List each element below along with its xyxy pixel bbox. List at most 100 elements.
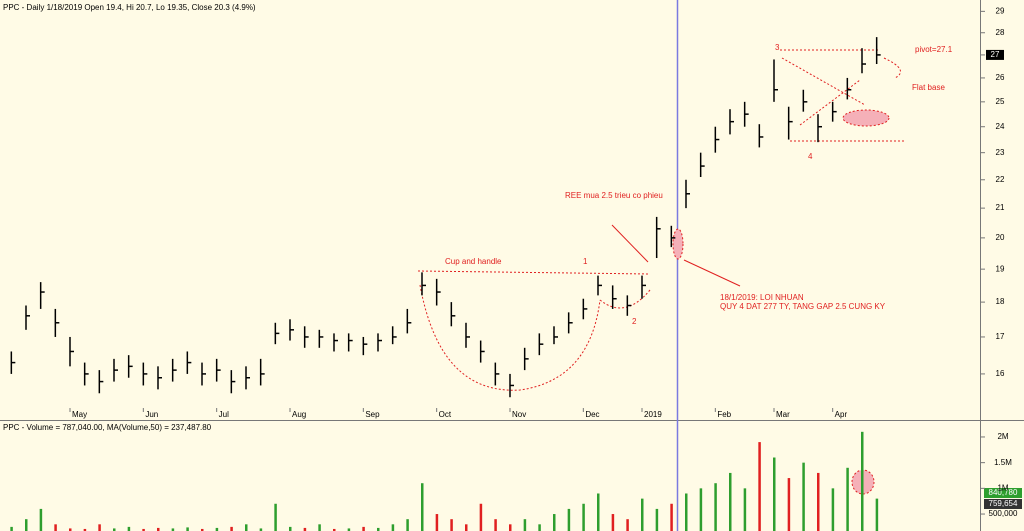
annotation: REE mua 2.5 trieu co phieu xyxy=(565,191,663,200)
x-tick-label: Sep xyxy=(365,410,380,419)
y-tick-label: 17 xyxy=(996,332,1005,341)
volume-bar xyxy=(333,528,336,531)
value-label: 840,780 xyxy=(989,488,1018,497)
volume-bar xyxy=(127,526,131,531)
volume-bar xyxy=(421,483,424,531)
volume-bar xyxy=(729,472,732,531)
volume-bar xyxy=(303,527,307,531)
y-tick-label: 22 xyxy=(996,175,1005,184)
y-tick-label: 23 xyxy=(996,148,1005,157)
y-tick-label: 1M xyxy=(997,483,1008,492)
volume-bar xyxy=(201,528,204,531)
x-tick-label: Feb xyxy=(717,410,731,419)
x-tick-label: Aug xyxy=(292,410,306,419)
volume-bar xyxy=(523,519,527,531)
volume-bar xyxy=(787,478,791,531)
volume-bar xyxy=(318,524,321,531)
annotation: 2 xyxy=(632,317,637,326)
volume-bar xyxy=(670,503,673,531)
volume-bar xyxy=(538,524,541,531)
x-tick-label: Jul xyxy=(219,410,229,419)
volume-bar xyxy=(83,528,87,531)
volume-bar xyxy=(245,524,248,531)
volume-bar xyxy=(406,519,409,531)
y-tick-label: 1.5M xyxy=(994,458,1012,467)
y-tick-label: 25 xyxy=(996,97,1005,106)
x-tick-label: 2019 xyxy=(644,410,662,419)
volume-bar xyxy=(655,508,659,531)
volume-bar xyxy=(10,526,13,531)
value-box xyxy=(984,488,1022,498)
last-price-box xyxy=(986,49,1004,60)
volume-bar xyxy=(171,528,175,531)
annotation: Cup and handle xyxy=(445,257,502,266)
volume-bar xyxy=(362,526,365,531)
volume-bar xyxy=(685,493,688,531)
volume-bar xyxy=(25,519,28,531)
annotation: 3 xyxy=(775,43,780,52)
volume-bar xyxy=(714,483,717,531)
volume-bar xyxy=(54,524,57,531)
y-tick-label: 28 xyxy=(996,28,1005,37)
volume-bar xyxy=(98,524,101,531)
volume-bar xyxy=(817,472,820,531)
annotation: 4 xyxy=(808,152,813,161)
annotation: Flat base xyxy=(912,83,945,92)
volume-bar xyxy=(582,503,585,531)
volume-title: PPC - Volume = 787,040.00, MA(Volume,50)… xyxy=(3,423,212,432)
annotation: pivot=27.1 xyxy=(915,45,953,54)
volume-bar xyxy=(875,498,879,531)
chart-title: PPC - Daily 1/18/2019 Open 19.4, Hi 20.7… xyxy=(3,3,256,12)
y-tick-label: 2M xyxy=(997,432,1008,441)
volume-bar xyxy=(567,508,571,531)
volume-bar xyxy=(39,508,43,531)
y-tick-label: 16 xyxy=(996,369,1005,378)
volume-bar xyxy=(611,514,615,531)
volume-bar xyxy=(626,519,629,531)
x-tick-label: Jun xyxy=(145,410,158,419)
y-tick-label: 19 xyxy=(996,264,1005,273)
volume-bar xyxy=(215,527,219,531)
volume-bar xyxy=(831,488,835,531)
volume-bar xyxy=(113,528,116,531)
y-tick-label: 21 xyxy=(996,203,1005,212)
volume-bar xyxy=(259,528,263,531)
y-tick-label: 500,000 xyxy=(989,509,1018,518)
volume-bar xyxy=(699,488,703,531)
annotation: 18/1/2019: LOI NHUAN xyxy=(720,293,804,302)
volume-bar xyxy=(391,524,395,531)
volume-bar xyxy=(553,514,556,531)
volume-bar xyxy=(289,526,292,531)
volume-bar xyxy=(743,488,747,531)
x-tick-label: Oct xyxy=(439,410,452,419)
volume-bar xyxy=(377,527,380,531)
volume-bar xyxy=(347,528,351,531)
last-price-label: 27 xyxy=(991,50,1000,59)
volume-bar xyxy=(157,527,160,531)
volume-bar xyxy=(230,526,233,531)
volume-bar xyxy=(597,493,600,531)
x-tick-label: Apr xyxy=(835,410,848,419)
volume-bar xyxy=(69,528,72,531)
y-tick-label: 29 xyxy=(996,6,1005,15)
y-tick-label: 26 xyxy=(996,73,1005,82)
arrow xyxy=(611,224,649,263)
y-tick-label: 24 xyxy=(996,122,1005,131)
volume-bar xyxy=(802,462,805,531)
x-tick-label: Nov xyxy=(512,410,526,419)
volume-bar xyxy=(465,524,468,531)
x-tick-label: Dec xyxy=(585,410,599,419)
arrow xyxy=(683,259,741,287)
volume-bar xyxy=(846,467,849,531)
volume-bar xyxy=(186,527,189,531)
annotation: QUY 4 DAT 277 TY, TANG GAP 2.5 CUNG KY xyxy=(720,302,886,311)
highlight xyxy=(842,109,890,127)
volume-bar xyxy=(435,514,439,531)
volume-bar xyxy=(450,519,453,531)
x-tick-label: May xyxy=(72,410,87,419)
volume-bar xyxy=(509,524,512,531)
volume-bar xyxy=(641,498,644,531)
annotation: 1 xyxy=(583,257,588,266)
